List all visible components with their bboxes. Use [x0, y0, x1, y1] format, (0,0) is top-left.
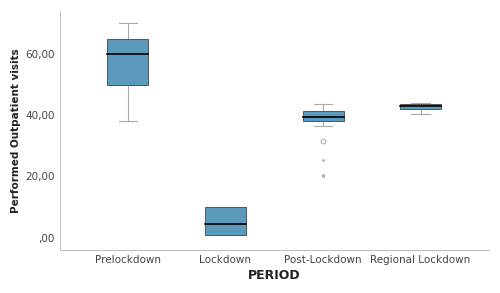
X-axis label: PERIOD: PERIOD [248, 269, 300, 282]
Bar [205, 207, 246, 235]
Bar [302, 110, 344, 121]
Y-axis label: Performed Outpatient visits: Performed Outpatient visits [11, 48, 21, 213]
Bar [108, 39, 148, 85]
Bar [400, 105, 441, 109]
